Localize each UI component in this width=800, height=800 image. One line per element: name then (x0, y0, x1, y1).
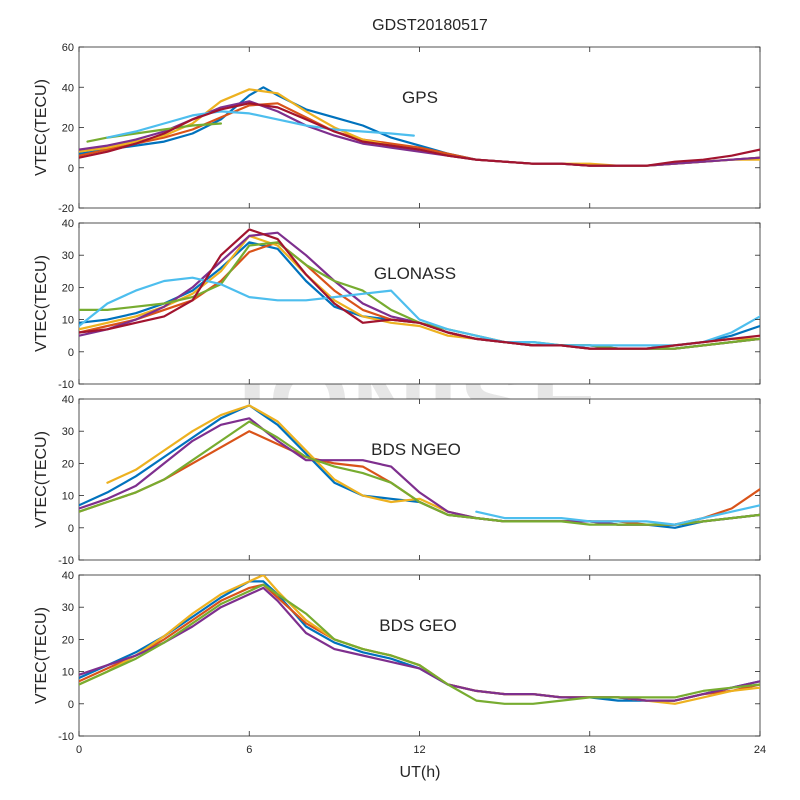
series-line-4 (79, 583, 760, 705)
y-tick-label: 10 (62, 667, 74, 679)
series-group (79, 228, 760, 350)
y-axis-label: VTEC(TECU) (33, 431, 50, 528)
y-axis-label: VTEC(TECU) (33, 79, 50, 176)
plot-area (78, 222, 761, 385)
y-tick-label: 0 (68, 523, 74, 535)
y-tick-label: 30 (62, 602, 74, 614)
y-tick-label: 10 (62, 491, 74, 503)
x-tick-label: 12 (413, 744, 425, 756)
y-tick-label: 30 (62, 250, 74, 262)
series-line-4 (79, 420, 760, 526)
x-tick-label: 24 (754, 744, 766, 756)
series-line-6 (79, 102, 760, 167)
y-tick-label: -10 (58, 379, 74, 391)
y-tick-label: 40 (62, 82, 74, 94)
y-tick-label: 40 (62, 218, 74, 230)
y-tick-label: -10 (58, 731, 74, 743)
series-line-6 (79, 228, 760, 350)
panel-1: -10 0 10 20 30 40 VTEC(TECU) GLONASS (33, 218, 761, 391)
panel-0: -20 0 20 40 60 VTEC(TECU) GPS (33, 42, 761, 215)
panel-label: BDS NGEO (371, 440, 461, 459)
series-line-5 (106, 110, 415, 139)
series-group (79, 86, 760, 167)
panel-2: -10 0 10 20 30 40 VTEC(TECU) BDS NGEO (33, 394, 761, 567)
panel-label: GPS (402, 88, 438, 107)
y-tick-label: 20 (62, 282, 74, 294)
y-tick-label: -20 (58, 203, 74, 215)
y-tick-label: 0 (68, 347, 74, 359)
x-tick-label: 6 (246, 744, 252, 756)
series-line-5 (475, 504, 760, 526)
panel-label: GLONASS (374, 264, 456, 283)
y-axis-label: VTEC(TECU) (33, 607, 50, 704)
chart-title: GDST20180517 (372, 17, 488, 34)
plot-area (78, 574, 761, 737)
y-tick-label: 40 (62, 570, 74, 582)
series-group (79, 404, 760, 529)
y-tick-label: 60 (62, 42, 74, 54)
y-tick-label: 0 (68, 699, 74, 711)
y-tick-label: 10 (62, 315, 74, 327)
y-tick-label: 0 (68, 163, 74, 175)
x-axis-label: UT(h) (400, 764, 441, 781)
series-group (79, 575, 760, 705)
plot-area (78, 398, 761, 561)
y-tick-label: 20 (62, 634, 74, 646)
y-tick-label: 30 (62, 426, 74, 438)
x-tick-label: 18 (584, 744, 596, 756)
series-line-5 (79, 276, 760, 347)
series-line-3 (79, 586, 760, 702)
y-tick-label: 20 (62, 123, 74, 135)
y-tick-label: 20 (62, 458, 74, 470)
plot-area (78, 46, 761, 209)
y-tick-label: -10 (58, 555, 74, 567)
panel-label: BDS GEO (379, 616, 456, 635)
y-tick-label: 40 (62, 394, 74, 406)
x-tick-label: 0 (76, 744, 82, 756)
series-line-4 (86, 122, 222, 143)
y-axis-label: VTEC(TECU) (33, 255, 50, 352)
